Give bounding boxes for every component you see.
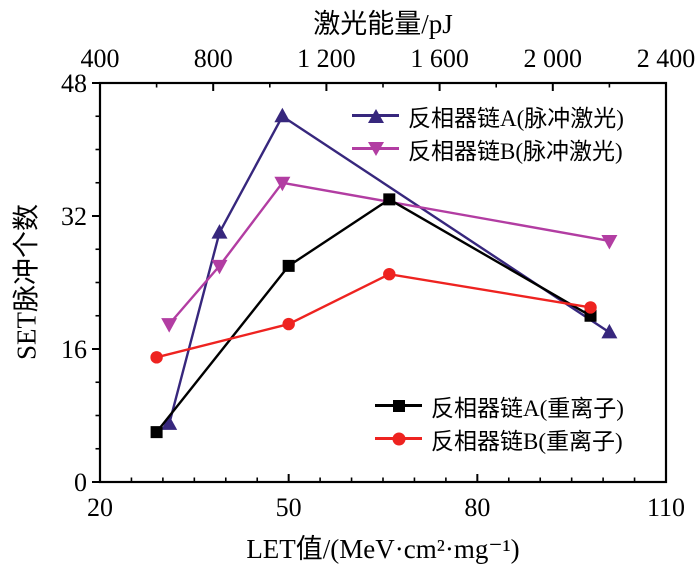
data-point-triangle-down xyxy=(211,259,228,275)
legend-label: 反相器链B(脉冲激光) xyxy=(408,138,623,164)
top-axis-tick-label: 1 600 xyxy=(410,44,469,73)
top-axis-tick-label: 1 200 xyxy=(297,44,356,73)
legend-line xyxy=(352,108,399,123)
series-line-1 xyxy=(168,181,610,325)
x-axis-tick-label: 80 xyxy=(464,493,490,522)
data-point-triangle-down xyxy=(274,176,291,192)
top-axis-tick-label: 2 000 xyxy=(524,44,583,73)
y-axis-tick-label: 0 xyxy=(74,468,87,497)
legend-line xyxy=(375,432,422,445)
square-icon xyxy=(392,399,405,412)
left-axis-title: SET脉冲个数 xyxy=(11,203,42,361)
top-axis-title: 激光能量/pJ xyxy=(313,9,453,39)
data-point-square xyxy=(150,426,163,439)
circle-icon xyxy=(392,432,405,445)
legend-label: 反相器链A(重离子) xyxy=(431,395,624,421)
y-axis-tick-label: 32 xyxy=(61,202,87,231)
legend-label: 反相器链B(重离子) xyxy=(431,428,623,454)
y-axis-tick-label: 48 xyxy=(61,69,87,98)
legend-item-chain-b-laser: 反相器链B(脉冲激光) xyxy=(352,132,624,165)
data-point-circle xyxy=(383,267,396,281)
series-line-3 xyxy=(156,272,591,359)
data-point-triangle-down xyxy=(601,234,618,250)
data-point-triangle-up xyxy=(601,323,618,339)
legend-item-chain-b-heavy-ion: 反相器链B(重离子) xyxy=(375,422,624,455)
data-point-circle xyxy=(282,317,295,331)
data-point-triangle-up xyxy=(211,224,228,239)
series-line-0 xyxy=(168,114,611,425)
top-axis-tick-label: 2 400 xyxy=(637,44,696,73)
legend-item-chain-a-heavy-ion: 反相器链A(重离子) xyxy=(375,389,624,422)
legend-line xyxy=(352,141,399,156)
x-axis-tick-label: 110 xyxy=(647,493,685,522)
x-axis-tick-label: 50 xyxy=(276,493,302,522)
data-point-triangle-down xyxy=(161,318,178,333)
data-point-circle xyxy=(150,351,163,364)
top-axis-tick-label: 400 xyxy=(81,44,120,73)
data-point-triangle-up xyxy=(274,107,291,123)
legend-item-chain-a-laser: 反相器链A(脉冲激光) xyxy=(352,99,624,132)
data-point-square xyxy=(282,259,295,272)
series-line-2 xyxy=(155,197,592,433)
data-point-circle xyxy=(584,301,597,314)
legend-line xyxy=(375,399,422,412)
legend-pulsed-laser: 反相器链A(脉冲激光) 反相器链B(脉冲激光) xyxy=(352,99,624,165)
x-axis-tick-label: 20 xyxy=(87,493,113,522)
top-axis-tick-label: 800 xyxy=(194,44,233,73)
data-point-triangle-up xyxy=(161,415,178,430)
legend-label: 反相器链A(脉冲激光) xyxy=(408,105,624,131)
data-point-square xyxy=(383,193,396,206)
triangle-down-icon xyxy=(367,141,384,156)
legend-heavy-ion: 反相器链A(重离子) 反相器链B(重离子) xyxy=(375,389,624,455)
y-axis-tick-label: 16 xyxy=(61,335,87,364)
bottom-axis-title: LET值/(MeV·cm²·mg⁻¹) xyxy=(246,534,520,564)
triangle-up-icon xyxy=(367,108,384,123)
